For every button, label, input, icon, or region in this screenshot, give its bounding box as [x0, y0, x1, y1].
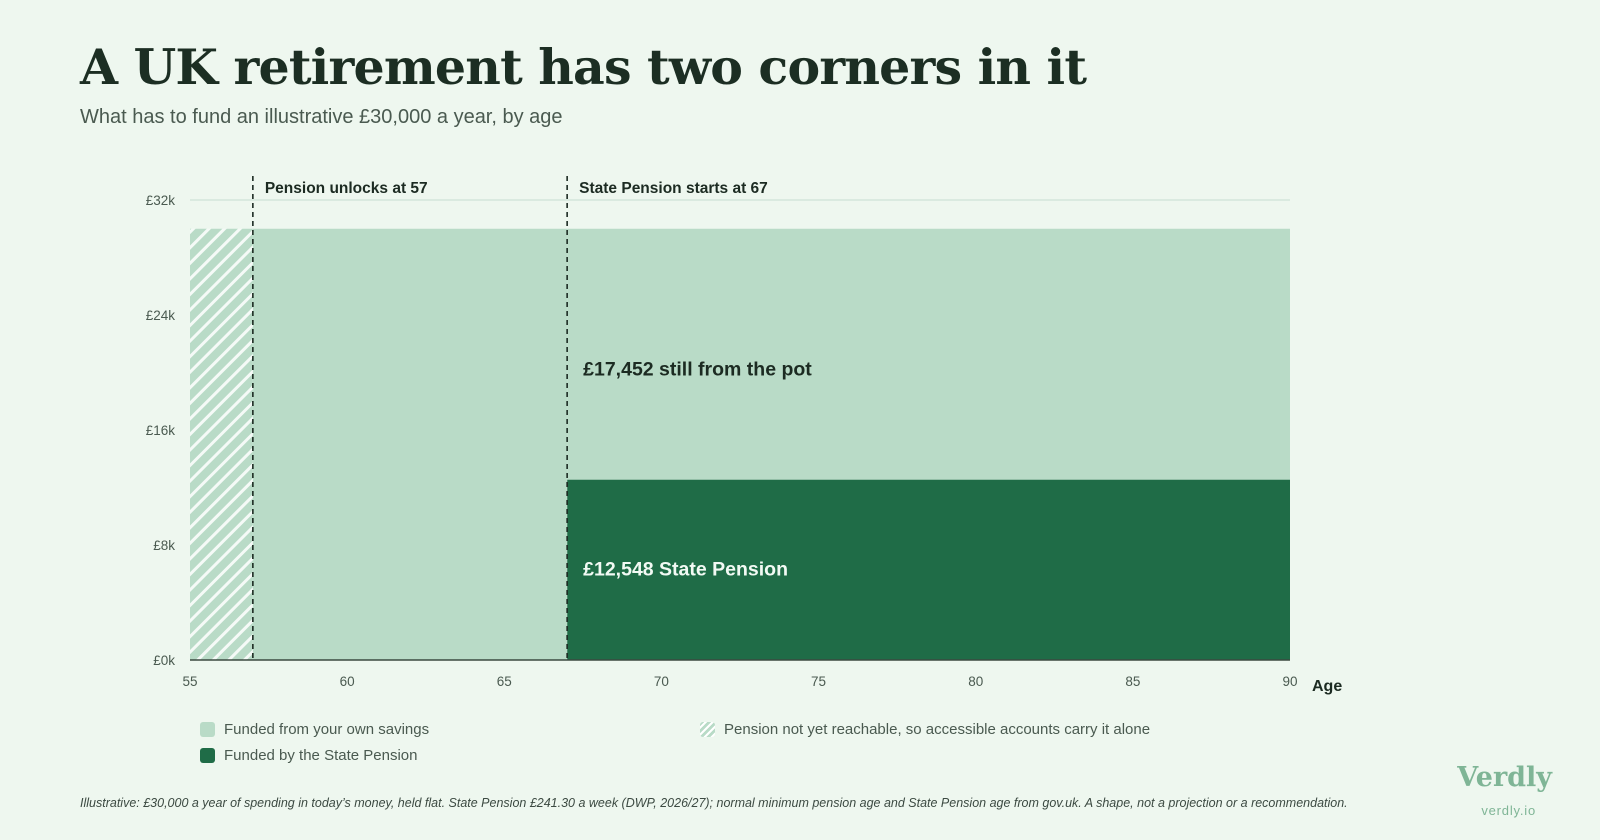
x-axis-title: Age: [1312, 678, 1342, 695]
marker-label-57: Pension unlocks at 57: [265, 180, 428, 197]
marker-label-67: State Pension starts at 67: [579, 180, 768, 197]
x-tick-label-70: 70: [654, 674, 669, 689]
legend-swatch-hatched: [700, 722, 715, 737]
annotation-1: £12,548 State Pension: [583, 558, 788, 580]
legend-label-hatched: Pension not yet reachable, so accessible…: [724, 721, 1151, 738]
x-tick-label-55: 55: [182, 674, 197, 689]
y-tick-label-8000: £8k: [153, 538, 175, 553]
x-tick-label-80: 80: [968, 674, 983, 689]
legend-swatch-state-pension: [200, 748, 215, 763]
savings-segment-1: [252, 228, 568, 660]
x-tick-label-60: 60: [340, 674, 355, 689]
x-tick-label-75: 75: [811, 674, 826, 689]
y-tick-label-16000: £16k: [146, 423, 176, 438]
legend-item-state-pension: Funded by the State Pension: [200, 747, 417, 764]
x-tick-label-90: 90: [1282, 674, 1297, 689]
legend-item-hatched: Pension not yet reachable, so accessible…: [700, 721, 1150, 738]
annotation-0: £17,452 still from the pot: [583, 359, 812, 381]
legend-item-savings: Funded from your own savings: [200, 721, 429, 738]
legend-swatch-savings: [200, 722, 215, 737]
chart-title: A UK retirement has two corners in it: [80, 38, 1087, 96]
state-pension-segment-0: [567, 479, 1290, 660]
brand-logo: Verdly: [1457, 762, 1552, 793]
savings-segment-2: [567, 228, 1290, 480]
savings-hatched-segment: [190, 228, 253, 660]
x-tick-label-65: 65: [497, 674, 512, 689]
footnote: Illustrative: £30,000 a year of spending…: [80, 796, 1348, 810]
legend-label-state-pension: Funded by the State Pension: [224, 747, 418, 764]
legend-label-savings: Funded from your own savings: [224, 721, 430, 738]
y-tick-label-0: £0k: [153, 653, 175, 668]
retirement-funding-chart: Pension unlocks at 57 State Pension start…: [146, 176, 1342, 695]
x-tick-label-85: 85: [1125, 674, 1140, 689]
brand-url: verdly.io: [1481, 803, 1536, 818]
y-tick-label-32000: £32k: [146, 193, 176, 208]
y-tick-label-24000: £24k: [146, 308, 176, 323]
chart-subtitle: What has to fund an illustrative £30,000…: [80, 106, 563, 128]
